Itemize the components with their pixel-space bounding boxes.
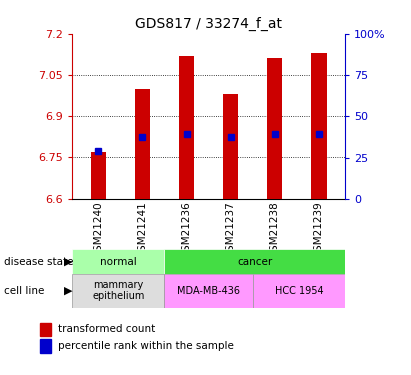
Text: HCC 1954: HCC 1954 <box>275 286 323 296</box>
Title: GDS817 / 33274_f_at: GDS817 / 33274_f_at <box>135 17 282 32</box>
Text: GSM21239: GSM21239 <box>314 201 324 258</box>
Text: transformed count: transformed count <box>58 324 155 334</box>
Text: GSM21236: GSM21236 <box>182 201 192 258</box>
Text: ▶: ▶ <box>64 256 72 267</box>
Bar <box>179 56 194 199</box>
Text: MDA-MB-436: MDA-MB-436 <box>177 286 240 296</box>
Text: normal: normal <box>100 256 136 267</box>
Bar <box>72 274 164 308</box>
Bar <box>40 322 51 336</box>
Text: GSM21241: GSM21241 <box>137 201 148 258</box>
Bar <box>40 339 51 352</box>
Text: ▶: ▶ <box>64 286 72 296</box>
Text: mammary
epithelium: mammary epithelium <box>92 280 144 302</box>
Bar <box>267 58 282 199</box>
Bar <box>164 249 345 274</box>
Text: disease state: disease state <box>4 256 77 267</box>
Bar <box>223 94 238 199</box>
Bar <box>91 152 106 199</box>
Text: percentile rank within the sample: percentile rank within the sample <box>58 341 234 351</box>
Text: GSM21240: GSM21240 <box>93 201 104 258</box>
Text: cell line: cell line <box>4 286 48 296</box>
Text: cancer: cancer <box>237 256 272 267</box>
Bar <box>72 249 164 274</box>
Bar <box>135 89 150 199</box>
Text: GSM21237: GSM21237 <box>226 201 236 258</box>
Bar <box>253 274 345 308</box>
Text: GSM21238: GSM21238 <box>270 201 280 258</box>
Bar <box>164 274 253 308</box>
Bar <box>311 53 326 199</box>
